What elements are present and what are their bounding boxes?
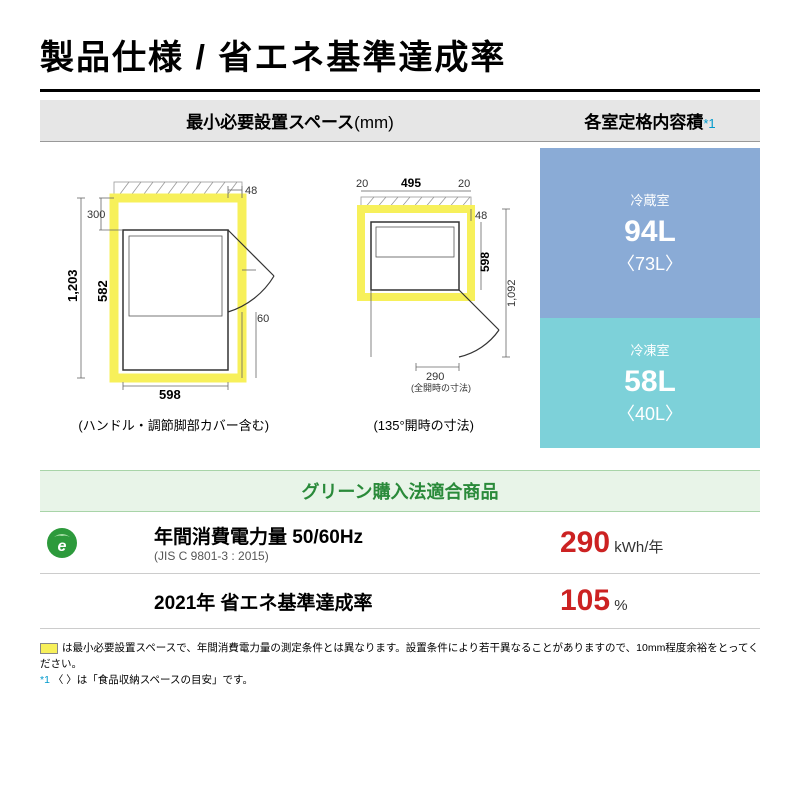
power-label: 年間消費電力量 50/60Hz (JIS C 9801-3 : 2015) xyxy=(84,522,560,563)
dim-right-margin: 60 xyxy=(257,313,269,325)
green-section: グリーン購入法適合商品 e 年間消費電力量 50/60Hz (JIS C 980… xyxy=(40,470,760,629)
freezer-box: 冷凍室 58L 〈40L〉 xyxy=(540,318,760,448)
power-unit: kWh/年 xyxy=(610,539,663,556)
dim-right-gap: 48 xyxy=(245,185,257,197)
page-title: 製品仕様 / 省エネ基準達成率 xyxy=(40,30,760,92)
diagram-area: 300 582 1,203 48 60 xyxy=(40,142,540,444)
power-sublabel: (JIS C 9801-3 : 2015) xyxy=(154,549,560,563)
capacity-column: 各室定格内容積*1 冷蔵室 94L 〈73L〉 冷凍室 58L 〈40L〉 xyxy=(540,100,760,448)
dim-gap-r: 20 xyxy=(458,178,470,190)
fridge-value: 94L xyxy=(624,215,676,248)
spec-row-achieve: 2021年 省エネ基準達成率 105 % xyxy=(40,574,760,629)
top-subcaption: (全開時の寸法) xyxy=(411,382,471,393)
install-space-header: 最小必要設置スペース(mm) xyxy=(40,100,540,142)
dim-top-depth: 598 xyxy=(478,252,492,272)
dim-gap-l: 20 xyxy=(356,178,368,190)
freezer-label: 冷凍室 xyxy=(630,340,669,359)
dim-side-gap: 48 xyxy=(475,210,487,222)
dim-top-gap: 300 xyxy=(87,209,105,221)
footnote-1-mark: *1 xyxy=(40,674,50,686)
svg-text:e: e xyxy=(58,538,67,555)
dim-width: 598 xyxy=(159,387,181,402)
dim-height: 1,203 xyxy=(65,269,80,302)
top-caption: (135°開時の寸法) xyxy=(326,415,521,434)
freezer-sub: 〈40L〉 xyxy=(617,400,683,426)
spec-row-power: e 年間消費電力量 50/60Hz (JIS C 9801-3 : 2015) … xyxy=(40,512,760,574)
achieve-unit: % xyxy=(610,597,628,614)
dim-full-open: 1,092 xyxy=(506,279,518,307)
install-header-text: 最小必要設置スペース xyxy=(186,113,354,132)
top-diagram: 20 495 20 48 598 1,092 xyxy=(326,177,521,434)
install-space-column: 最小必要設置スペース(mm) xyxy=(40,100,540,448)
install-header-unit: (mm) xyxy=(354,113,394,132)
green-header: グリーン購入法適合商品 xyxy=(40,470,760,512)
capacity-stack: 冷蔵室 94L 〈73L〉 冷凍室 58L 〈40L〉 xyxy=(540,148,760,448)
achieve-label: 2021年 省エネ基準達成率 xyxy=(84,588,560,615)
capacity-header: 各室定格内容積*1 xyxy=(540,100,760,142)
legend-swatch xyxy=(40,643,58,654)
freezer-value: 58L xyxy=(624,365,676,398)
achieve-value: 105 % xyxy=(560,584,760,618)
fridge-box: 冷蔵室 94L 〈73L〉 xyxy=(540,148,760,318)
upper-section: 最小必要設置スペース(mm) xyxy=(40,100,760,448)
power-value: 290 kWh/年 xyxy=(560,526,760,560)
front-diagram-svg: 300 582 1,203 48 60 xyxy=(59,162,289,402)
dim-depth: 582 xyxy=(95,280,110,302)
eco-icon: e xyxy=(40,527,84,559)
front-caption: (ハンドル・調節脚部カバー含む) xyxy=(59,415,289,434)
fridge-label: 冷蔵室 xyxy=(630,190,669,209)
dim-swing: 290 xyxy=(426,371,444,383)
footnotes: は最小必要設置スペースで、年間消費電力量の測定条件とは異なります。設置条件により… xyxy=(40,641,760,688)
capacity-header-text: 各室定格内容積 xyxy=(584,113,703,132)
front-diagram: 300 582 1,203 48 60 xyxy=(59,162,289,434)
fridge-sub: 〈73L〉 xyxy=(617,250,683,276)
footnote-1: *1 〈 〉は「食品収納スペースの目安」です。 xyxy=(40,673,760,689)
capacity-header-note: *1 xyxy=(703,116,715,131)
dim-top-width: 495 xyxy=(401,177,421,190)
top-diagram-svg: 20 495 20 48 598 1,092 xyxy=(326,177,521,402)
footnote-legend: は最小必要設置スペースで、年間消費電力量の測定条件とは異なります。設置条件により… xyxy=(40,641,760,673)
front-highlight xyxy=(114,198,242,378)
